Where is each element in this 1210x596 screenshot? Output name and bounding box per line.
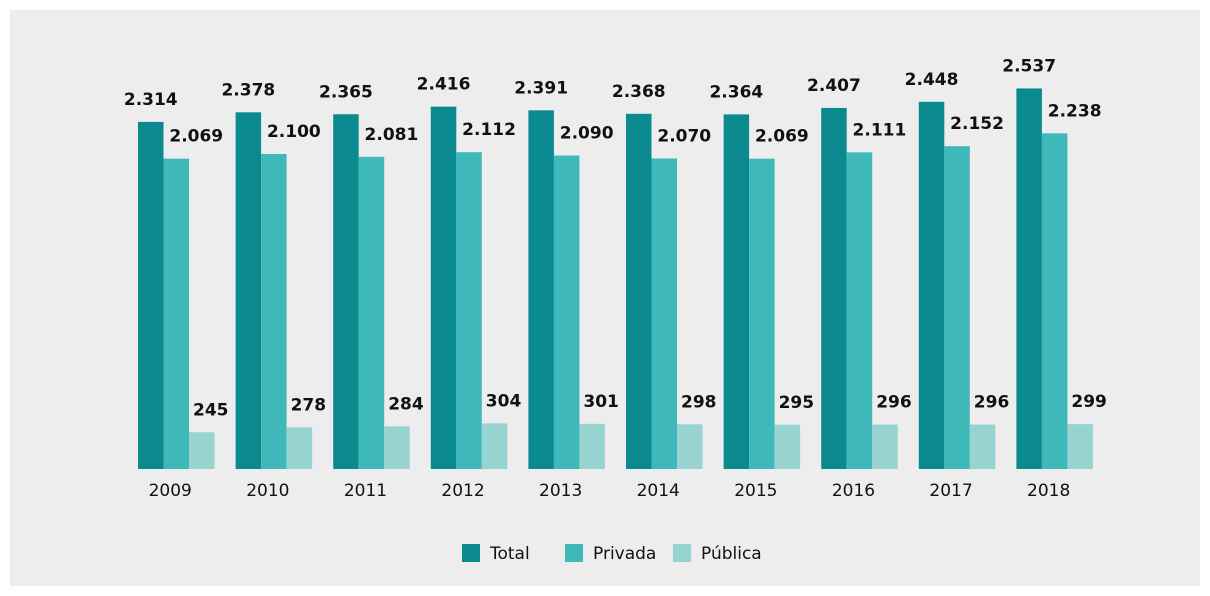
legend-swatch [462, 544, 480, 562]
bar [333, 114, 359, 469]
x-tick-label: 2010 [246, 481, 289, 501]
bar [235, 112, 262, 470]
legend-label: Pública [701, 544, 762, 564]
bar [1041, 133, 1068, 470]
value-label: 2.365 [319, 82, 373, 102]
bar [872, 424, 898, 469]
bar [944, 146, 970, 469]
x-tick-label: 2018 [1027, 481, 1070, 501]
value-label: 2.391 [514, 78, 568, 98]
bar [358, 156, 385, 469]
value-label: 301 [583, 392, 619, 412]
bar [918, 101, 945, 470]
x-tick-label: 2011 [344, 481, 387, 501]
value-label: 2.081 [365, 125, 419, 145]
x-tick-label: 2014 [637, 481, 680, 501]
bar [969, 424, 996, 469]
value-label: 2.070 [657, 127, 711, 147]
value-label: 296 [876, 393, 912, 413]
legend-label: Privada [593, 544, 656, 564]
bar [481, 423, 508, 469]
value-label: 2.238 [1048, 101, 1102, 121]
value-label: 304 [486, 391, 522, 411]
value-label: 278 [291, 395, 327, 415]
legend-swatch [673, 544, 691, 562]
bar [677, 424, 703, 469]
bar [528, 110, 554, 469]
value-label: 2.448 [905, 70, 959, 90]
bar [286, 427, 313, 469]
bar [261, 154, 287, 469]
value-label: 2.364 [709, 82, 763, 102]
x-tick-label: 2012 [441, 481, 484, 501]
bar [651, 158, 677, 469]
bar [553, 155, 580, 469]
bar [821, 107, 847, 469]
x-tick-label: 2016 [832, 481, 875, 501]
value-label: 2.378 [221, 80, 275, 100]
bar [626, 113, 652, 470]
x-tick-label: 2015 [734, 481, 777, 501]
bar [579, 423, 605, 469]
value-label: 2.112 [462, 120, 516, 140]
value-label: 2.069 [169, 127, 223, 147]
value-label: 2.537 [1002, 56, 1056, 76]
legend-swatch [565, 544, 583, 562]
value-label: 296 [974, 393, 1010, 413]
bar [846, 152, 873, 469]
value-label: 284 [388, 394, 424, 414]
legend-label: Total [489, 544, 530, 564]
panel [10, 10, 1200, 586]
x-tick-label: 2009 [149, 481, 192, 501]
value-label: 2.100 [267, 122, 321, 142]
x-tick-label: 2017 [929, 481, 972, 501]
value-label: 2.314 [124, 90, 178, 110]
x-tick-label: 2013 [539, 481, 582, 501]
bar [774, 424, 801, 469]
value-label: 299 [1071, 392, 1107, 412]
value-label: 2.152 [950, 114, 1004, 134]
value-label: 2.368 [612, 82, 666, 102]
value-label: 2.069 [755, 127, 809, 147]
value-label: 298 [681, 392, 717, 412]
bar [384, 426, 410, 469]
bar [138, 121, 164, 470]
bar [163, 158, 189, 469]
value-label: 2.407 [807, 76, 861, 96]
bar [430, 106, 457, 469]
bar [456, 152, 482, 469]
value-label: 2.111 [853, 120, 907, 140]
bar [723, 114, 750, 470]
value-label: 2.416 [417, 75, 471, 95]
bar [1067, 424, 1093, 469]
bar [189, 432, 215, 469]
value-label: 245 [193, 400, 229, 420]
value-label: 295 [779, 393, 815, 413]
value-label: 2.090 [560, 124, 614, 144]
bar [749, 158, 775, 469]
bar [1016, 88, 1042, 469]
